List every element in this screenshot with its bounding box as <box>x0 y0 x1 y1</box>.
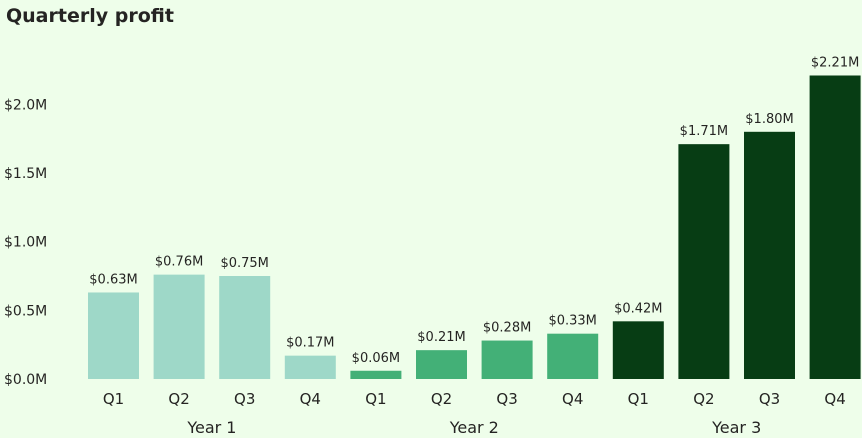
chart-title: Quarterly profit <box>6 5 174 27</box>
bar[interactable] <box>678 144 730 379</box>
x-tick-label: Q1 <box>365 390 386 408</box>
y-tick-label: $0.5M <box>4 303 47 319</box>
x-tick-label: Q4 <box>824 390 845 408</box>
data-label: $0.76M <box>155 255 203 270</box>
y-tick-label: $0.0M <box>4 372 47 388</box>
x-tick-label: Q1 <box>103 390 124 408</box>
x-tick-label: Q2 <box>168 390 189 408</box>
data-label: $0.63M <box>89 272 137 287</box>
x-tick-label: Q3 <box>759 390 780 408</box>
bar[interactable] <box>481 340 533 379</box>
y-axis: $0.0M $0.5M $1.0M $1.5M $2.0M <box>4 97 47 388</box>
x-tick-label: Q4 <box>300 390 321 408</box>
data-label: $0.42M <box>614 301 662 316</box>
x-axis: Q1 Q2 Q3 Q4 Q1 Q2 Q3 Q4 Q1 Q2 Q3 Q4 <box>103 390 846 408</box>
data-label: $0.33M <box>548 314 596 329</box>
group-axis: Year 1 Year 2 Year 3 <box>186 418 761 437</box>
x-tick-label: Q3 <box>234 390 255 408</box>
group-label: Year 2 <box>449 418 499 437</box>
data-label: $1.71M <box>680 124 728 139</box>
bar[interactable] <box>612 321 664 379</box>
bar[interactable] <box>809 75 861 379</box>
group-label: Year 3 <box>711 418 761 437</box>
x-tick-label: Q4 <box>562 390 583 408</box>
data-label: $1.80M <box>745 112 793 127</box>
y-tick-label: $1.0M <box>4 235 47 251</box>
bar[interactable] <box>153 274 205 379</box>
data-label: $0.75M <box>220 256 268 271</box>
x-tick-label: Q2 <box>431 390 452 408</box>
data-label: $0.17M <box>286 336 334 351</box>
data-labels: $0.63M $0.76M $0.75M $0.17M $0.06M $0.21M $0.2… <box>89 55 859 365</box>
bar[interactable] <box>284 355 336 379</box>
bar[interactable] <box>547 333 599 379</box>
data-label: $2.21M <box>811 55 859 70</box>
y-tick-label: $1.5M <box>4 166 47 182</box>
bar[interactable] <box>350 370 402 379</box>
bar[interactable] <box>416 350 467 379</box>
bars <box>88 75 861 379</box>
data-label: $0.06M <box>352 351 400 366</box>
x-tick-label: Q3 <box>496 390 517 408</box>
y-tick-label: $2.0M <box>4 97 47 113</box>
x-tick-label: Q1 <box>628 390 649 408</box>
bar[interactable] <box>744 131 795 379</box>
x-tick-label: Q2 <box>693 390 714 408</box>
bar[interactable] <box>219 276 271 379</box>
data-label: $0.28M <box>483 321 531 336</box>
data-label: $0.21M <box>417 330 465 345</box>
bar[interactable] <box>88 292 139 379</box>
group-label: Year 1 <box>186 418 236 437</box>
